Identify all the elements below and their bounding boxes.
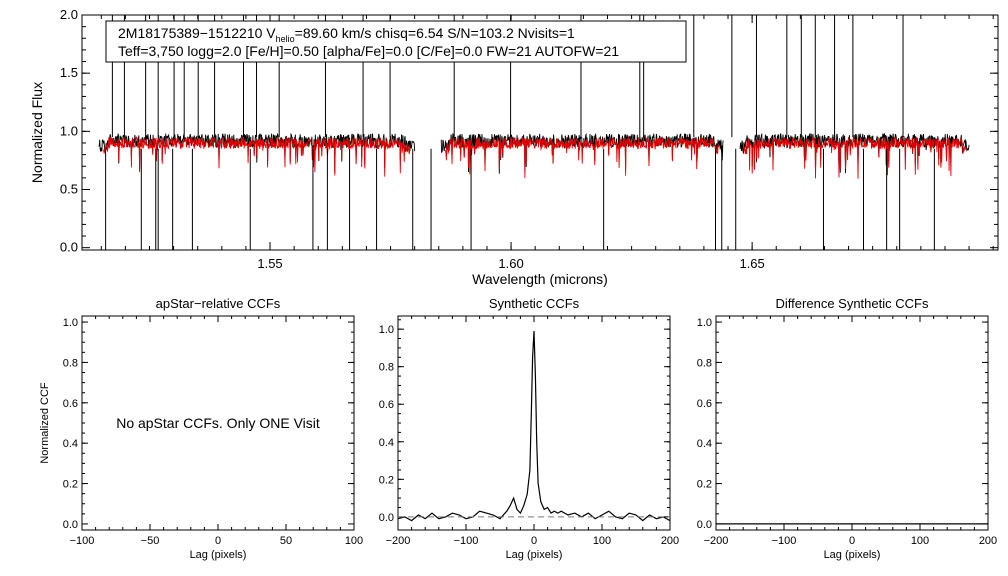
y-axis-label: Normalized Flux xyxy=(29,82,45,183)
y-tick-label: 0.6 xyxy=(379,399,394,411)
plot-frame xyxy=(81,14,999,251)
info-line-1-prefix: 2M18175389−1512210 V xyxy=(118,25,276,41)
x-tick-label: 0 xyxy=(531,535,537,547)
y-tick-label: 0.2 xyxy=(63,479,78,491)
x-tick-label: 200 xyxy=(661,535,679,547)
y-tick-label: 0.6 xyxy=(63,398,78,410)
synthetic-spectrum-line xyxy=(743,135,967,179)
info-line-1-suffix: =89.60 km/s chisq=6.54 S/N=103.2 Nvisits… xyxy=(295,25,575,41)
x-tick-label: −200 xyxy=(386,535,411,547)
info-line-1-subscript: helio xyxy=(276,34,295,44)
x-tick-label: 200 xyxy=(979,535,997,547)
y-tick-label: 1.0 xyxy=(697,317,712,329)
y-tick-label: 0.5 xyxy=(60,182,78,197)
x-tick-label: −50 xyxy=(141,535,160,547)
no-ccf-annotation: No apStar CCFs. Only ONE Visit xyxy=(116,415,320,431)
x-tick-label: −100 xyxy=(772,535,797,547)
synthetic-spectrum-line xyxy=(445,135,720,179)
y-tick-label: 0.0 xyxy=(697,519,712,531)
x-tick-label: −100 xyxy=(454,535,479,547)
ccf-line xyxy=(397,330,671,522)
chart-title: Difference Synthetic CCFs xyxy=(776,296,929,311)
x-axis-label: Lag (pixels) xyxy=(190,549,247,561)
x-tick-label: −200 xyxy=(704,535,729,547)
y-axis-label: Normalized CCF xyxy=(39,382,51,464)
y-tick-label: 0.8 xyxy=(379,362,394,374)
y-tick-label: 1.0 xyxy=(379,324,394,336)
x-tick-label: −100 xyxy=(70,535,95,547)
synthetic-ccf-panel: −200 −100 0 100 200 0.0 0.2 0.4 0.6 0.8 1.0 Synthet… xyxy=(379,296,679,561)
chart-title: Synthetic CCFs xyxy=(489,296,580,311)
y-tick-label: 0.0 xyxy=(379,512,394,524)
x-tick-label: 1.60 xyxy=(498,256,523,271)
y-tick-label: 0.0 xyxy=(60,240,78,255)
y-tick-label: 0.4 xyxy=(379,437,394,449)
info-box-frame xyxy=(105,20,687,63)
info-box: 2M18175389−1512210 Vhelio=89.60 km/s chi… xyxy=(105,20,687,63)
x-tick-label: 50 xyxy=(280,535,292,547)
x-tick-label: 100 xyxy=(593,535,611,547)
y-tick-label: 0.4 xyxy=(63,438,78,450)
y-tick-label: 0.4 xyxy=(697,438,712,450)
synthetic-spectrum-line xyxy=(103,135,411,177)
spectrum-panel: 1.55 1.60 1.65 0.0 0.5 1.0 1.5 2.0 Wavelength (m… xyxy=(29,7,999,287)
chart-title: apStar−relative CCFs xyxy=(156,296,281,311)
x-axis-label: Lag (pixels) xyxy=(824,549,881,561)
x-tick-label: 1.55 xyxy=(257,256,282,271)
y-tick-label: 0.2 xyxy=(697,479,712,491)
y-tick-label: 0.2 xyxy=(379,474,394,486)
y-tick-label: 0.8 xyxy=(697,357,712,369)
x-axis-label: Wavelength (microns) xyxy=(472,271,608,287)
apstar-ccf-panel: −100 −50 0 50 100 0.0 0.2 0.4 0.6 0.8 1.0 apStar−re… xyxy=(39,296,363,561)
y-tick-label: 0.8 xyxy=(63,357,78,369)
info-line-1: 2M18175389−1512210 Vhelio=89.60 km/s chi… xyxy=(118,25,575,44)
y-tick-label: 2.0 xyxy=(60,7,78,22)
x-tick-label: 100 xyxy=(345,535,363,547)
y-tick-label: 1.0 xyxy=(63,317,78,329)
y-tick-label: 0.0 xyxy=(63,519,78,531)
y-tick-label: 1.0 xyxy=(60,123,78,138)
x-tick-label: 0 xyxy=(215,535,221,547)
info-line-2: Teff=3,750 logg=2.0 [Fe/H]=0.50 [alpha/F… xyxy=(118,43,619,59)
x-tick-label: 0 xyxy=(849,535,855,547)
x-tick-label: 100 xyxy=(911,535,929,547)
y-tick-label: 1.5 xyxy=(60,65,78,80)
x-axis-label: Lag (pixels) xyxy=(506,549,563,561)
y-tick-label: 0.6 xyxy=(697,398,712,410)
difference-ccf-panel: −200 −100 0 100 200 0.0 0.2 0.4 0.6 0.8 1.0 Differe… xyxy=(697,296,997,561)
plot-frame xyxy=(715,315,989,531)
x-tick-label: 1.65 xyxy=(739,256,764,271)
